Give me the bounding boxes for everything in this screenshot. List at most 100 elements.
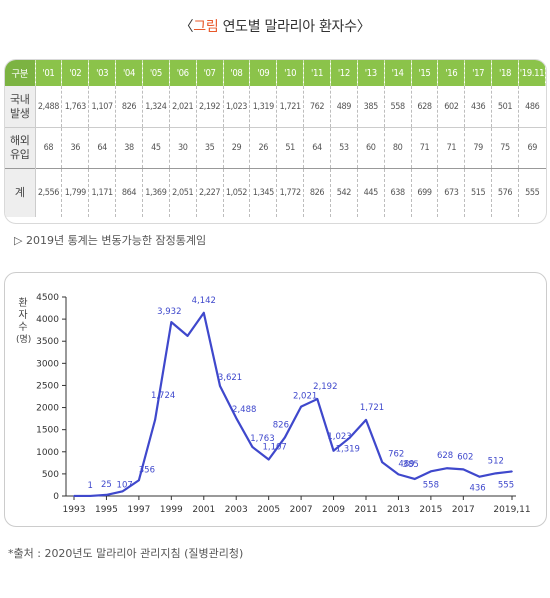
y-tick-label: 0: [53, 492, 59, 502]
table-cell: 1,763: [61, 86, 90, 128]
year-header: '03: [88, 60, 117, 86]
year-header: '10: [276, 60, 305, 86]
x-tick-label: 2013: [387, 505, 410, 515]
table-cell: 1,023: [223, 86, 251, 128]
x-tick-label: 1999: [160, 505, 183, 515]
table-cell: 558: [384, 86, 412, 128]
y-tick-label: 3500: [36, 337, 59, 347]
table-cell: 2,051: [169, 168, 197, 217]
table-cell: 555: [518, 168, 546, 217]
title-text: 연도별 말라리아 환자수: [218, 19, 357, 35]
y-axis-label: 환 자 수 (명): [16, 298, 32, 346]
x-tick-label: 2001: [192, 505, 215, 515]
x-tick-label: 1997: [127, 505, 150, 515]
year-header: '19.11: [518, 60, 546, 86]
table-cell: 576: [491, 168, 519, 217]
table-cell: 68: [35, 127, 63, 169]
table-cell: 79: [464, 127, 493, 169]
table-cell: 489: [330, 86, 358, 128]
row-label-line: 계: [14, 186, 25, 199]
row-label-line: 국내: [10, 92, 30, 106]
x-tick-label: 2009: [322, 505, 345, 515]
table-cell: 385: [357, 86, 385, 128]
table-cell: 2,021: [169, 86, 197, 128]
x-tick-label: 2003: [225, 505, 248, 515]
year-header: '02: [61, 60, 90, 86]
y-tick-label: 2000: [36, 404, 59, 414]
table-cell: 501: [491, 86, 519, 128]
data-point: [284, 436, 286, 439]
data-point: [430, 470, 432, 473]
row-label: 해외 유입: [5, 127, 36, 169]
title-accent: 그림: [193, 19, 219, 35]
year-header: '08: [223, 60, 251, 86]
x-tick-label: 1995: [95, 505, 118, 515]
table-cell: 35: [196, 127, 224, 169]
table-cell: 53: [330, 127, 358, 169]
year-header: '11: [303, 60, 331, 86]
y-tick-label: 1000: [36, 448, 59, 458]
data-point: [494, 472, 497, 475]
source-note: *출처 : 2020년도 말라리아 관리지침 (질병관리청): [8, 547, 244, 560]
table-row: 국내 발생 2,488 1,763 1,107 826 1,324 2,021 2,192 1,0…: [5, 86, 546, 128]
y-axis-label-part: 자: [18, 310, 28, 321]
year-header: '07: [196, 60, 224, 86]
y-tick-label: 4000: [36, 315, 59, 325]
data-label: 628: [437, 451, 453, 461]
data-point: [154, 418, 156, 421]
data-point: [462, 468, 465, 471]
row-label: 계: [5, 168, 36, 217]
table-cell: 71: [411, 127, 439, 169]
table-cell: 1,369: [142, 168, 170, 217]
table-cell: 1,772: [276, 168, 305, 217]
table-cell: 75: [491, 127, 519, 169]
data-point: [251, 446, 254, 448]
data-point: [73, 495, 75, 497]
y-tick-label: 2500: [36, 381, 59, 391]
table-cell: 445: [357, 168, 385, 217]
table-cell: 60: [357, 127, 385, 169]
table-cell: 30: [169, 127, 197, 169]
table-cell: 1,107: [88, 86, 117, 128]
table-cell: 436: [464, 86, 493, 128]
y-tick-label: 500: [42, 470, 59, 480]
table-cell: 602: [437, 86, 466, 128]
row-label-line: 유입: [10, 148, 30, 161]
year-header: '06: [169, 60, 197, 86]
table-cell: 826: [303, 168, 331, 217]
year-header: '16: [437, 60, 466, 86]
table-cell: 1,721: [276, 86, 305, 128]
data-label: 107: [117, 480, 133, 490]
table-cell: 51: [276, 127, 305, 169]
title-close: 〉: [356, 19, 371, 35]
data-point: [413, 478, 416, 480]
chart-panel: [4, 272, 547, 527]
data-label: 1,319: [336, 445, 360, 455]
stats-table-box: 구분 '01'02'03'04'05'06'07'08'09'10'11'12'1…: [4, 59, 547, 224]
table-cell: 64: [303, 127, 331, 169]
year-header: '12: [330, 60, 358, 86]
table-cell: 864: [115, 168, 143, 217]
data-label: 385: [403, 460, 419, 470]
data-label: 602: [457, 452, 473, 462]
data-label: 512: [488, 456, 504, 466]
data-label: 1: [88, 481, 93, 491]
table-cell: 1,345: [249, 168, 278, 217]
table-cell: 2,556: [35, 168, 63, 217]
data-label: 3,621: [218, 373, 242, 383]
table-cell: 1,319: [249, 86, 278, 128]
data-point: [316, 398, 319, 400]
year-header: '13: [357, 60, 385, 86]
data-label: 555: [498, 480, 514, 490]
data-point: [170, 321, 173, 323]
table-cell: 826: [115, 86, 143, 128]
data-point: [365, 419, 367, 421]
figure-title: 〈그림 연도별 말라리아 환자수〉: [0, 16, 550, 36]
year-header: '17: [464, 60, 493, 86]
provisional-note: ▷ 2019년 통계는 변동가능한 잠정통계임: [14, 234, 207, 247]
data-label: 558: [423, 480, 439, 490]
table-cell: 515: [464, 168, 493, 217]
data-point: [397, 473, 400, 476]
y-axis-label-part: (명): [16, 335, 32, 345]
